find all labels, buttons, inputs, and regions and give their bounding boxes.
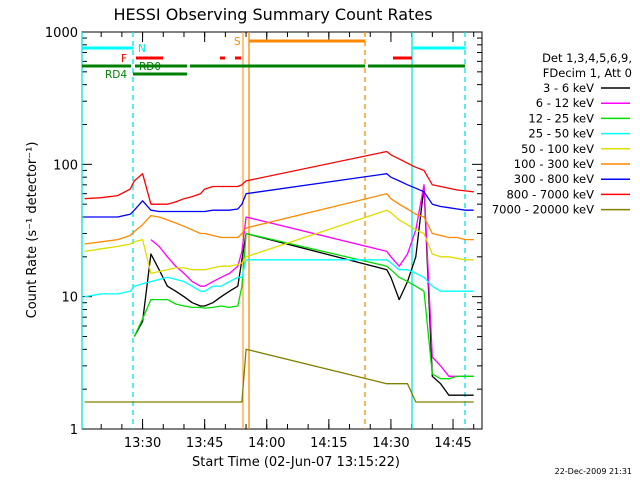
- flag-bars: [82, 39, 465, 76]
- chart-title: HESSI Observing Summary Count Rates: [113, 5, 432, 24]
- legend-header-1: Det 1,3,4,5,6,9,: [542, 51, 632, 65]
- annotation-flare: F: [121, 53, 127, 65]
- legend-header-2: FDecim 1, Att 0: [543, 66, 632, 80]
- series-line: [84, 209, 474, 275]
- legend-label: 100 - 300 keV: [514, 157, 594, 171]
- y-tick-label: 1000: [45, 26, 78, 41]
- y-tick-label: 100: [53, 158, 78, 173]
- annotation-rd4: RD4: [105, 69, 127, 81]
- x-tick-label: 14:00: [248, 436, 285, 451]
- decim-gap-1: [131, 64, 135, 68]
- x-tick-label: 14:45: [434, 436, 471, 451]
- y-axis-label: Count Rate (s⁻¹ detector⁻¹): [25, 142, 40, 319]
- y-tick-label: 1: [70, 423, 78, 438]
- decim-gap-3: [365, 64, 368, 68]
- x-tick-label: 13:45: [186, 436, 223, 451]
- series-line: [133, 185, 474, 396]
- annotation-rd0: RD0: [139, 61, 161, 73]
- series-line: [150, 184, 474, 377]
- event-markers: [81, 32, 466, 429]
- legend-label: 12 - 25 keV: [528, 111, 594, 125]
- annotation-night: N: [138, 43, 146, 55]
- legend-label: 300 - 800 keV: [514, 172, 594, 186]
- legend-label: 50 - 100 keV: [521, 142, 594, 156]
- x-tick-label: 14:30: [372, 436, 409, 451]
- legend-label: 7000 - 20000 keV: [492, 203, 594, 217]
- series-line: [84, 348, 474, 403]
- y-tick-label: 10: [61, 291, 78, 306]
- series-line: [84, 193, 474, 245]
- legend-label: 6 - 12 keV: [536, 96, 594, 110]
- annotation-saa: S: [234, 36, 241, 48]
- legend-label: 3 - 6 keV: [543, 81, 594, 95]
- legend: Det 1,3,4,5,6,9, FDecim 1, Att 0 3 - 6 k…: [492, 51, 632, 217]
- series-line: [84, 150, 474, 205]
- series-line: [84, 173, 474, 218]
- series-lines: [84, 150, 474, 403]
- legend-label: 25 - 50 keV: [528, 127, 594, 141]
- annotations: N F RD0 RD4 S: [105, 36, 241, 81]
- x-tick-label: 13:30: [124, 436, 161, 451]
- x-axis-label: Start Time (02-Jun-07 13:15:22): [192, 455, 400, 470]
- x-axis: 13:30 13:45 14:00 14:15 14:30 14:45: [100, 32, 475, 451]
- series-line: [133, 232, 474, 380]
- decim-gap-2: [187, 64, 190, 68]
- y-axis: 1 10 100 1000: [45, 26, 482, 438]
- series-line: [84, 259, 474, 298]
- timestamp: 22-Dec-2009 21:31: [555, 467, 632, 476]
- legend-label: 800 - 7000 keV: [506, 187, 594, 201]
- plot-frame: [81, 31, 483, 430]
- x-tick-label: 14:15: [310, 436, 347, 451]
